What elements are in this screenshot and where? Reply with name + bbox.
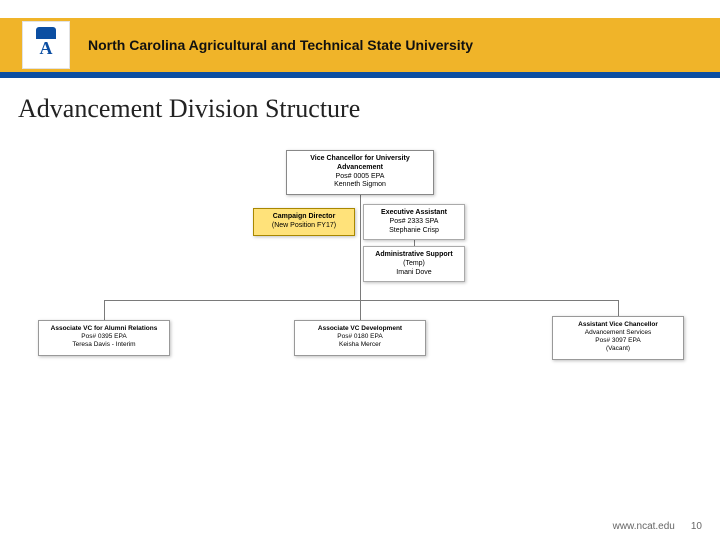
node-text: Keisha Mercer: [300, 341, 420, 349]
header-rule: [0, 72, 720, 78]
footer-url: www.ncat.edu: [613, 521, 675, 532]
node-text: (New Position FY17): [259, 222, 349, 231]
node-text: Pos# 0395 EPA: [44, 333, 164, 341]
node-text: (Vacant): [558, 345, 678, 353]
node-vice-chancellor: Vice Chancellor for University Advanceme…: [286, 150, 434, 195]
slide-title: Advancement Division Structure: [18, 94, 360, 124]
node-development: Associate VC Development Pos# 0180 EPA K…: [294, 320, 426, 356]
connector: [618, 300, 619, 316]
node-campaign-director: Campaign Director (New Position FY17): [253, 208, 355, 236]
slide-page: A North Carolina Agricultural and Techni…: [0, 0, 720, 540]
node-text: Campaign Director: [259, 213, 349, 222]
node-admin-support: Administrative Support (Temp) Imani Dove: [363, 246, 465, 282]
node-text: Stephanie Crisp: [369, 227, 459, 236]
logo-letter: A: [40, 39, 53, 57]
node-executive-assistant: Executive Assistant Pos# 2333 SPA Stepha…: [363, 204, 465, 240]
node-text: Pos# 3097 EPA: [558, 337, 678, 345]
node-text: Imani Dove: [369, 269, 459, 278]
node-text: Vice Chancellor for University: [292, 155, 428, 164]
header-band: A North Carolina Agricultural and Techni…: [0, 18, 720, 72]
node-text: Kenneth Sigmon: [292, 181, 428, 190]
logo-mark: A: [28, 27, 64, 63]
connector: [104, 300, 105, 320]
node-text: Associate VC Development: [300, 325, 420, 333]
node-text: Advancement Services: [558, 329, 678, 337]
node-text: Assistant Vice Chancellor: [558, 321, 678, 329]
logo: A: [22, 21, 70, 69]
node-text: Advancement: [292, 164, 428, 173]
footer: www.ncat.edu 10: [0, 512, 720, 540]
node-text: (Temp): [369, 260, 459, 269]
node-text: Pos# 2333 SPA: [369, 218, 459, 227]
institution-name: North Carolina Agricultural and Technica…: [88, 37, 473, 53]
connector: [104, 300, 618, 301]
page-number: 10: [691, 521, 702, 532]
node-text: Teresa Davis - Interim: [44, 341, 164, 349]
node-text: Associate VC for Alumni Relations: [44, 325, 164, 333]
org-chart: Vice Chancellor for University Advanceme…: [0, 150, 720, 470]
node-alumni-relations: Associate VC for Alumni Relations Pos# 0…: [38, 320, 170, 356]
node-text: Pos# 0180 EPA: [300, 333, 420, 341]
node-advancement-services: Assistant Vice Chancellor Advancement Se…: [552, 316, 684, 360]
node-text: Executive Assistant: [369, 209, 459, 218]
node-text: Pos# 0005 EPA: [292, 173, 428, 182]
node-text: Administrative Support: [369, 251, 459, 260]
connector: [360, 300, 361, 320]
connector: [360, 194, 361, 300]
